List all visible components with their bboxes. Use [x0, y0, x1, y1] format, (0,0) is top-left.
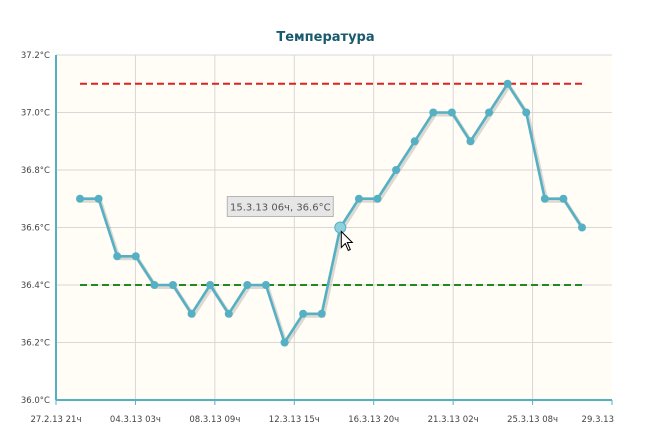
tooltip-box	[226, 196, 334, 217]
y-tick-label: 36.2°C	[21, 339, 50, 349]
data-point	[187, 309, 196, 318]
x-tick-label: 21.3.13 02ч	[428, 415, 479, 425]
y-tick-label: 37.0°C	[21, 109, 50, 119]
y-tick-label: 36.0°C	[21, 396, 50, 406]
data-point	[168, 281, 177, 289]
series	[76, 79, 586, 347]
data-point	[354, 194, 363, 203]
grid	[56, 54, 612, 400]
x-tick-label: 16.3.13 20ч	[348, 415, 399, 425]
mouse-cursor-icon	[340, 230, 354, 252]
data-point	[578, 223, 586, 232]
x-tick-label: 27.2.13 21ч	[31, 415, 82, 425]
tooltip-text: 15.3.13 06ч, 36.6°C	[230, 203, 331, 214]
data-point	[373, 194, 382, 203]
data-point	[522, 108, 531, 117]
x-tick-label: 08.3.13 09ч	[189, 415, 240, 425]
data-point	[206, 281, 215, 289]
x-tick-label: 12.3.13 15ч	[269, 415, 320, 425]
y-tick-label: 36.8°C	[21, 166, 50, 176]
x-tick-label: 29.3.13	[582, 415, 614, 425]
data-point	[261, 281, 270, 289]
tooltip: 15.3.13 06ч, 36.6°C	[226, 196, 334, 217]
y-tick-label: 37.2°C	[21, 51, 50, 61]
tick-labels: 36.0°C 36.2°C 36.4°C 36.6°C 36.8°C 37.0°C 37.2…	[21, 51, 614, 425]
data-point	[466, 137, 475, 146]
x-tick-label: 25.3.13 08ч	[507, 415, 558, 425]
data-point	[280, 338, 289, 347]
data-point	[299, 309, 308, 318]
y-tick-label: 36.4°C	[21, 281, 50, 291]
data-point	[447, 108, 456, 117]
data-point	[243, 281, 252, 289]
data-point	[503, 79, 512, 88]
series-line	[80, 82, 584, 344]
data-point	[540, 194, 549, 203]
axes	[55, 55, 613, 405]
data-point	[410, 137, 419, 146]
data-point	[317, 309, 326, 318]
data-point	[94, 194, 103, 203]
data-point	[485, 108, 494, 117]
x-tick-label: 04.3.13 03ч	[110, 415, 161, 425]
series-shadow	[81, 83, 586, 347]
y-tick-label: 36.6°C	[21, 224, 50, 234]
data-point	[113, 252, 122, 261]
data-point	[429, 108, 438, 117]
data-point	[334, 221, 347, 234]
data-point	[559, 194, 568, 203]
data-point	[150, 281, 159, 289]
data-point	[392, 166, 401, 174]
data-point	[76, 194, 84, 203]
data-point	[224, 309, 233, 318]
chart-title: Температура	[276, 30, 375, 45]
data-point	[131, 252, 140, 261]
